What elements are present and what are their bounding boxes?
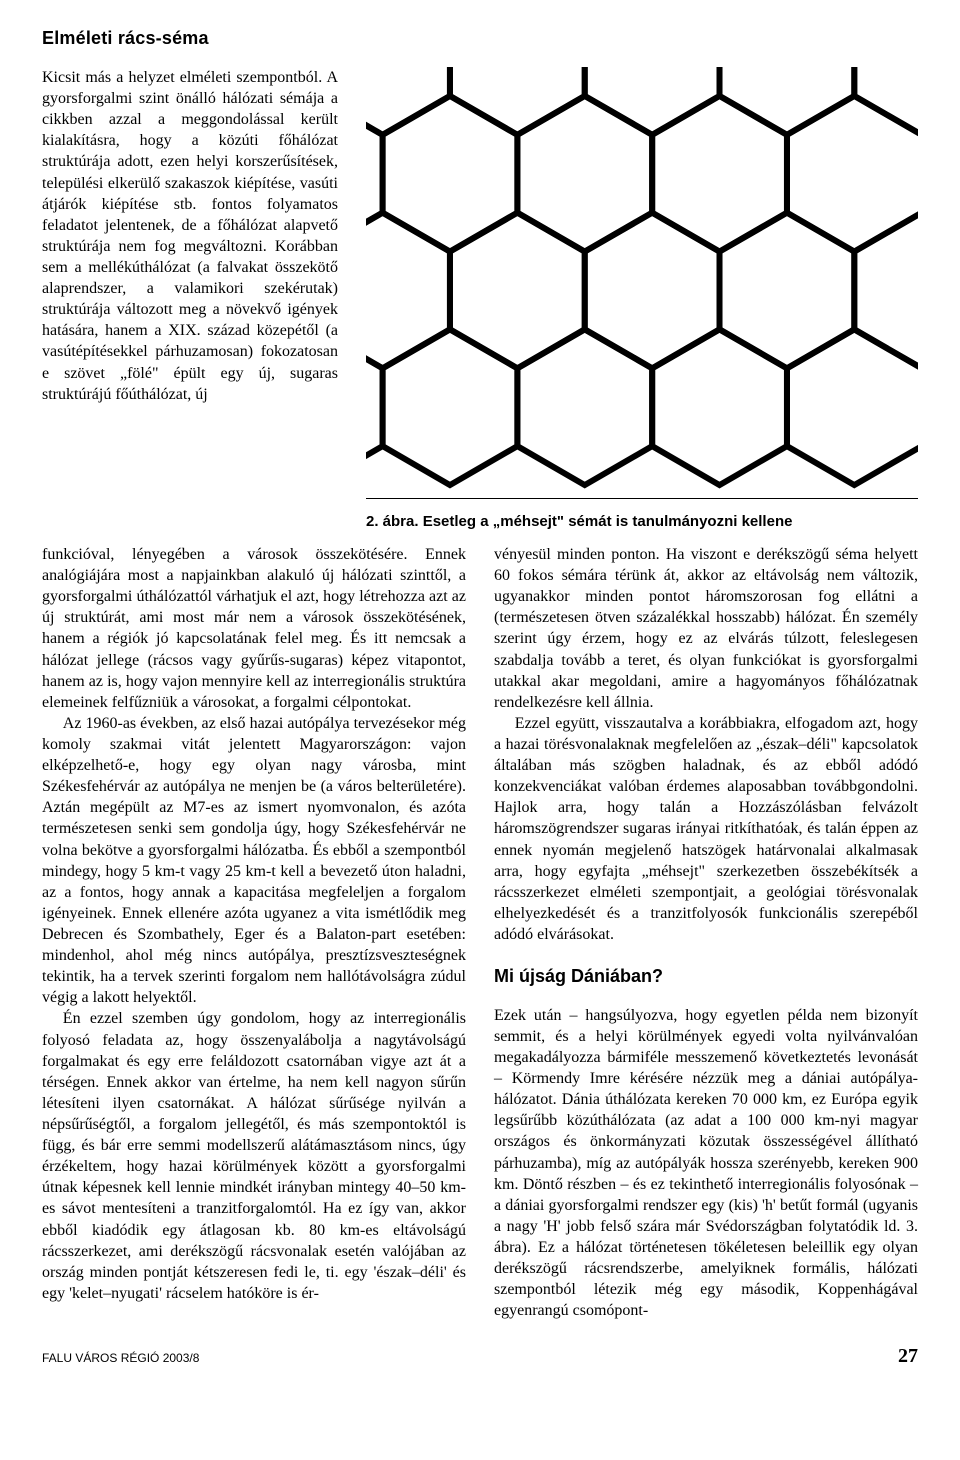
figure-caption: 2. ábra. Esetleg a „méhsejt" sémát is ta… bbox=[366, 513, 918, 530]
section-heading: Mi újság Dániában? bbox=[494, 965, 918, 989]
top-region: Kicsit más a helyzet elméleti szempontbó… bbox=[42, 67, 918, 538]
honeycomb-diagram bbox=[366, 67, 918, 499]
page-footer: FALU VÁROS RÉGIÓ 2003/8 27 bbox=[42, 1345, 918, 1368]
page-number: 27 bbox=[898, 1345, 918, 1368]
caption-body: Esetleg a „méhsejt" sémát is tanulmányoz… bbox=[423, 513, 793, 530]
section-heading: Elméleti rács-séma bbox=[42, 28, 918, 49]
body-paragraph: Ezek után – hangsúlyozva, hogy egyetlen … bbox=[494, 1005, 918, 1322]
body-paragraph: funkcióval, lényegében a városok összekö… bbox=[42, 544, 466, 713]
caption-prefix: 2. ábra. bbox=[366, 513, 423, 530]
two-column-body: funkcióval, lényegében a városok összekö… bbox=[42, 544, 918, 1321]
narrow-paragraph: Kicsit más a helyzet elméleti szempontbó… bbox=[42, 67, 338, 405]
figure-area: 2. ábra. Esetleg a „méhsejt" sémát is ta… bbox=[366, 67, 918, 538]
body-paragraph: Én ezzel szemben úgy gondolom, hogy az i… bbox=[42, 1008, 466, 1304]
body-paragraph: Ezzel együtt, visszautalva a korábbiakra… bbox=[494, 713, 918, 945]
body-paragraph: vényesül minden ponton. Ha viszont e der… bbox=[494, 544, 918, 713]
footer-publication: FALU VÁROS RÉGIÓ 2003/8 bbox=[42, 1351, 199, 1365]
narrow-column: Kicsit más a helyzet elméleti szempontbó… bbox=[42, 67, 338, 538]
body-paragraph: Az 1960-as években, az első hazai autópá… bbox=[42, 713, 466, 1009]
